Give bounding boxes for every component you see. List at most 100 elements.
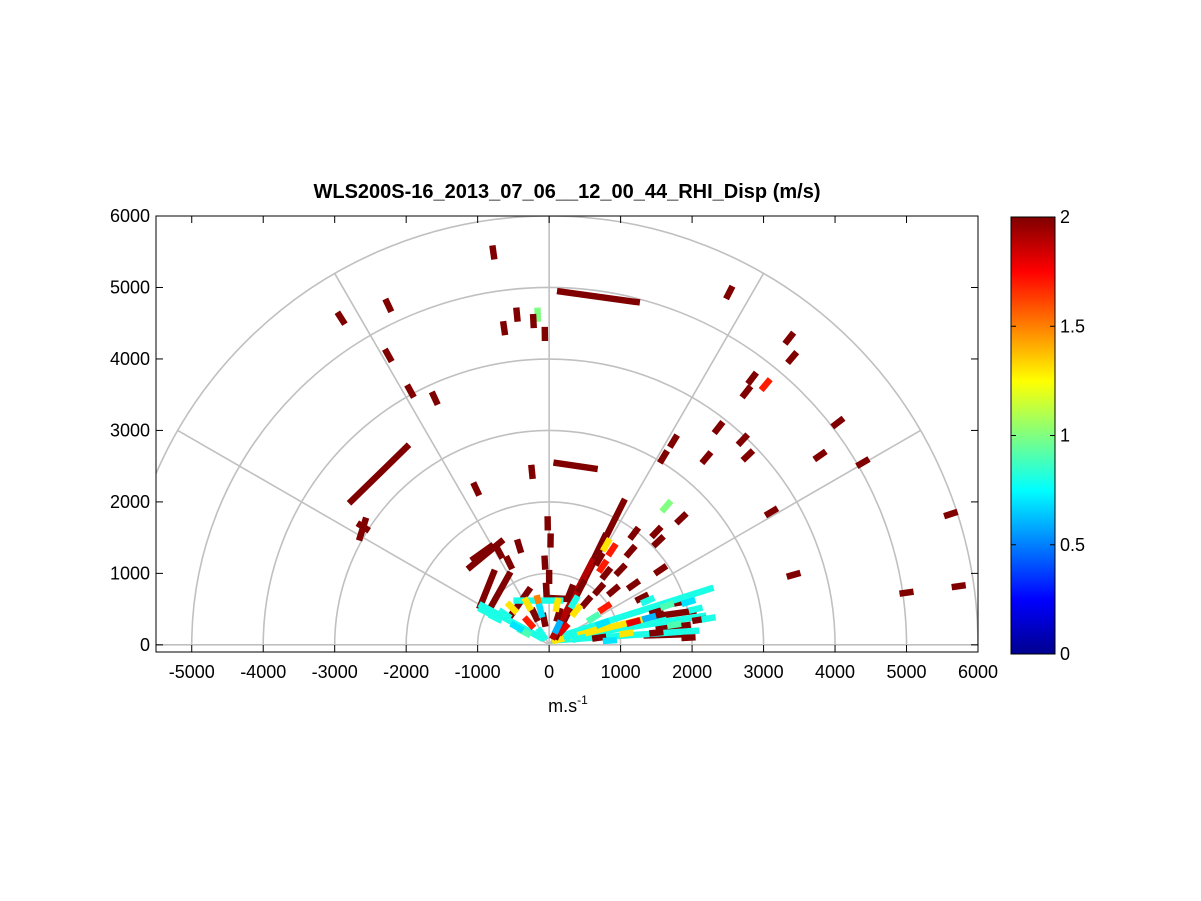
x-axis-label-exponent: -1: [577, 693, 588, 707]
data-point: [625, 617, 642, 627]
data-point: [544, 516, 552, 531]
data-point: [542, 582, 550, 598]
x-tick-label: 2000: [672, 662, 712, 682]
data-point: [528, 464, 536, 480]
plot-area: -5000 -4000 -3000 -2000 -1000 0 1000 2000 3000 40…: [110, 206, 998, 716]
colorbar-tick-label: 2: [1060, 207, 1070, 227]
data-point: [739, 384, 754, 400]
data-streak: [346, 442, 412, 506]
data-point: [545, 569, 553, 585]
data-point: [605, 542, 619, 558]
data-point: [541, 555, 549, 570]
data-point: [674, 511, 689, 526]
axes-background: [156, 216, 978, 652]
data-streak: [556, 287, 641, 306]
data-point: [735, 432, 751, 448]
chart-title: WLS200S-16_2013_07_06__12_00_44_RHI_Disp…: [313, 181, 820, 203]
data-point: [334, 310, 348, 326]
data-streak: [465, 537, 506, 572]
angle-spoke: [334, 273, 550, 646]
data-point: [579, 594, 594, 610]
data-point: [666, 620, 682, 630]
data-point: [599, 565, 614, 581]
data-point: [552, 597, 562, 613]
data-point: [529, 313, 537, 329]
data-point: [547, 533, 554, 548]
x-tick-label: 4000: [815, 662, 855, 682]
data-point: [541, 326, 549, 342]
data-point: [785, 569, 802, 580]
data-point: [513, 538, 525, 554]
data-point: [355, 520, 371, 534]
y-tick-label: 6000: [110, 206, 150, 226]
colorbar-ticks: 0 0.5 1 1.5 2: [1011, 207, 1085, 664]
data-point: [623, 543, 638, 559]
data-point: [688, 604, 704, 614]
x-tick-label: -4000: [240, 662, 286, 682]
data-point: [428, 390, 441, 407]
y-tick-label: 1000: [110, 563, 150, 583]
colorbar: 0 0.5 1 1.5 2: [1010, 207, 1085, 664]
data-point: [492, 544, 506, 560]
y-tick-label: 3000: [110, 420, 150, 440]
data-point: [564, 583, 577, 600]
data-point: [596, 558, 610, 574]
data-point: [943, 508, 959, 520]
data-point: [553, 607, 564, 623]
data-point: [740, 448, 756, 463]
data-point: [404, 383, 417, 399]
axes-frame: [155, 215, 979, 653]
data-point: [592, 551, 606, 567]
data-streak: [552, 459, 599, 473]
data-point: [499, 320, 509, 336]
data-point: [625, 578, 642, 592]
x-tick-label: -1000: [455, 662, 501, 682]
data-point: [605, 583, 621, 598]
data-point: [649, 524, 664, 540]
y-tick-labels: 0 1000 2000 3000 4000 5000 6000: [110, 206, 150, 655]
x-tick-labels: -5000 -4000 -3000 -2000 -1000 0 1000 2000 3000 40…: [169, 662, 998, 682]
data-point: [648, 628, 664, 637]
data-point: [701, 614, 717, 623]
data-streak: [484, 570, 514, 615]
data-point: [535, 626, 549, 642]
data-point: [489, 244, 498, 260]
data-layer: [334, 244, 967, 645]
colorbar-tick-label: 1.5: [1060, 316, 1085, 336]
data-point: [627, 525, 642, 541]
data-point: [782, 330, 797, 346]
data-point: [652, 563, 669, 577]
data-point: [575, 578, 588, 594]
data-point: [513, 307, 521, 322]
data-point: [667, 433, 680, 449]
data-point: [521, 596, 534, 612]
data-point: [855, 456, 871, 469]
data-streak: [477, 601, 545, 642]
colorbar-gradient: [1010, 216, 1056, 655]
data-point: [569, 603, 584, 619]
data-point: [477, 605, 493, 618]
data-point: [659, 498, 674, 514]
data-point: [470, 481, 483, 497]
data-streak: [550, 584, 715, 643]
data-point: [641, 612, 657, 623]
data-point: [487, 611, 504, 624]
data-point: [594, 617, 611, 630]
data-point: [659, 600, 675, 611]
data-point: [951, 582, 967, 591]
x-axis-label: m.s-1: [548, 693, 588, 716]
x-tick-label: -5000: [169, 662, 215, 682]
data-point: [657, 449, 670, 465]
x-tick-label: 5000: [886, 662, 926, 682]
data-point: [509, 620, 525, 634]
data-point: [602, 636, 618, 645]
data-point: [830, 415, 846, 430]
data-point: [567, 594, 581, 610]
data-point: [711, 420, 726, 436]
data-point: [592, 581, 607, 597]
data-point: [551, 619, 564, 635]
data-point: [521, 615, 537, 631]
x-tick-label: -2000: [383, 662, 429, 682]
data-point: [639, 594, 656, 607]
x-axis-label-text: m.s: [548, 696, 577, 716]
